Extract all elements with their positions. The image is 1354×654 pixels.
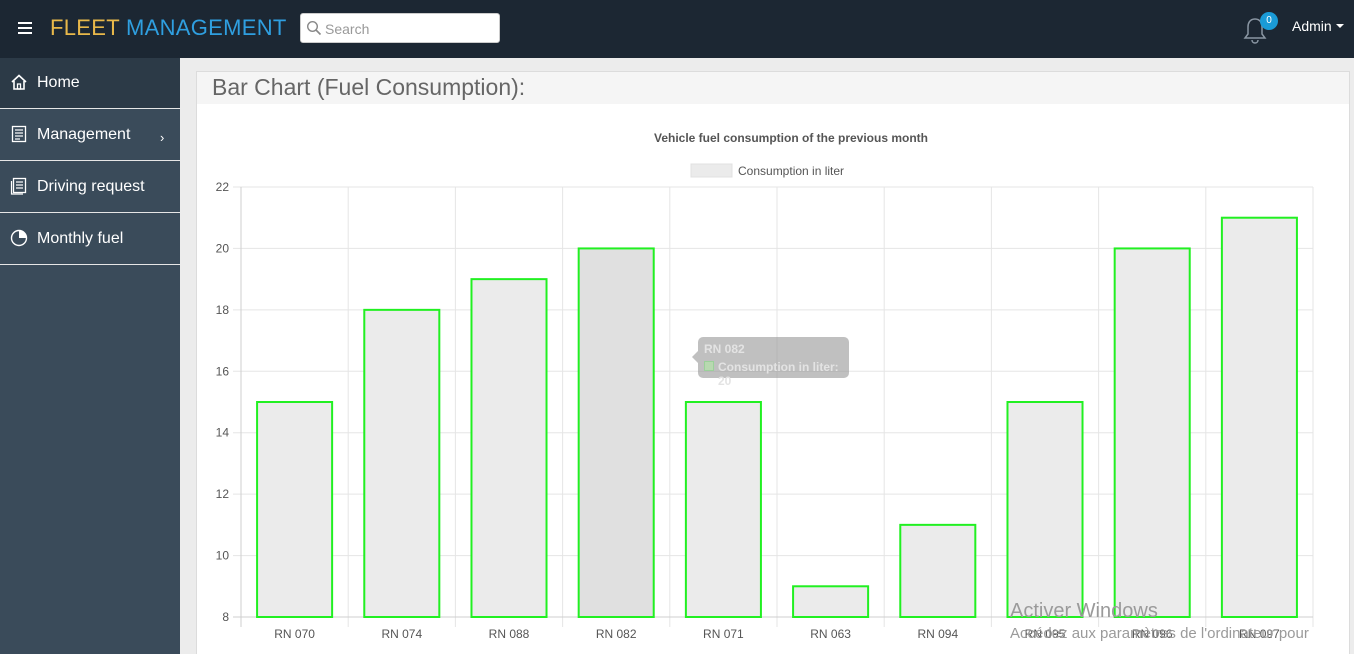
user-menu[interactable]: Admin bbox=[1292, 18, 1344, 34]
page-title: Bar Chart (Fuel Consumption): bbox=[212, 74, 526, 100]
caret-down-icon bbox=[1335, 24, 1344, 28]
bar-rn-094 bbox=[899, 523, 977, 619]
search-input[interactable] bbox=[325, 19, 495, 39]
sidebar-item-label: Monthly fuel bbox=[37, 230, 124, 247]
document-icon bbox=[11, 125, 27, 143]
x-tick-label: RN 096 bbox=[1132, 627, 1173, 641]
bar-rn-097 bbox=[1220, 216, 1298, 618]
menu-toggle-icon[interactable] bbox=[18, 22, 32, 34]
bar-rn-074 bbox=[363, 308, 441, 618]
legend-swatch bbox=[690, 163, 733, 178]
bar-rn-082 bbox=[577, 247, 655, 619]
chevron-right-icon: › bbox=[160, 130, 165, 145]
brand-fleet: FLEET bbox=[50, 15, 120, 40]
sidebar-item-management[interactable]: Management › bbox=[0, 110, 180, 161]
bar-rn-095 bbox=[1006, 401, 1084, 618]
sidebar-item-label: Home bbox=[37, 74, 80, 91]
list-document-icon bbox=[10, 177, 27, 195]
y-tick-label: 22 bbox=[216, 180, 230, 194]
user-name: Admin bbox=[1292, 18, 1332, 34]
y-tick-label: 20 bbox=[216, 241, 230, 255]
x-tick-label: RN 063 bbox=[810, 627, 851, 641]
home-icon bbox=[11, 74, 27, 90]
pie-chart-icon bbox=[10, 229, 28, 247]
watermark-title: Activer Windows bbox=[1010, 600, 1158, 622]
y-tick-label: 8 bbox=[222, 610, 229, 624]
tooltip-color-swatch bbox=[704, 361, 714, 371]
brand-management: MANAGEMENT bbox=[125, 15, 287, 40]
sidebar: Home Management › Driving request Monthl… bbox=[0, 58, 180, 654]
x-tick-label: RN 082 bbox=[596, 627, 637, 641]
y-tick-label: 16 bbox=[216, 364, 230, 378]
bar-rn-088 bbox=[470, 278, 548, 618]
bar-rn-071 bbox=[684, 401, 762, 618]
watermark-subtitle: Accédez aux paramètres de l'ordinateur p… bbox=[1010, 625, 1309, 642]
bar-rn-096 bbox=[1113, 247, 1191, 619]
notification-count-badge: 0 bbox=[1260, 12, 1278, 30]
x-tick-label: RN 074 bbox=[381, 627, 422, 641]
app-brand[interactable]: FLEET MANAGEMENT bbox=[50, 15, 287, 41]
panel-header: Bar Chart (Fuel Consumption): bbox=[196, 71, 1350, 105]
search-icon bbox=[306, 20, 322, 36]
sidebar-item-home[interactable]: Home bbox=[0, 58, 180, 109]
x-tick-label: RN 094 bbox=[917, 627, 958, 641]
top-navbar: FLEET MANAGEMENT 0 Admin bbox=[0, 0, 1354, 58]
search-box bbox=[300, 13, 500, 43]
x-tick-label: RN 095 bbox=[1025, 627, 1066, 641]
y-tick-label: 12 bbox=[216, 487, 230, 501]
y-tick-label: 10 bbox=[216, 549, 230, 563]
fuel-consumption-bar-chart: Vehicle fuel consumption of the previous… bbox=[216, 131, 1314, 641]
y-tick-label: 18 bbox=[216, 303, 230, 317]
sidebar-item-driving-request[interactable]: Driving request bbox=[0, 162, 180, 213]
tooltip-title: RN 082 bbox=[704, 342, 745, 356]
sidebar-item-monthly-fuel[interactable]: Monthly fuel bbox=[0, 214, 180, 265]
y-tick-label: 14 bbox=[216, 426, 230, 440]
legend-label: Consumption in liter bbox=[738, 164, 844, 178]
x-tick-label: RN 070 bbox=[274, 627, 315, 641]
windows-activation-watermark: Activer Windows Accédez aux paramètres d… bbox=[1010, 600, 1309, 642]
notification-bell-icon[interactable] bbox=[1241, 15, 1269, 45]
sidebar-item-label: Management bbox=[37, 126, 131, 143]
bar-rn-070 bbox=[256, 401, 334, 618]
x-tick-label: RN 097 bbox=[1239, 627, 1280, 641]
x-tick-label: RN 088 bbox=[489, 627, 530, 641]
x-tick-label: RN 071 bbox=[703, 627, 744, 641]
chart-tooltip: RN 082 Consumption in liter: 20 bbox=[692, 337, 849, 388]
sidebar-item-label: Driving request bbox=[37, 178, 145, 195]
bar-rn-063 bbox=[792, 585, 870, 618]
chart-title: Vehicle fuel consumption of the previous… bbox=[654, 131, 928, 145]
tooltip-value: Consumption in liter: 20 bbox=[718, 360, 839, 388]
